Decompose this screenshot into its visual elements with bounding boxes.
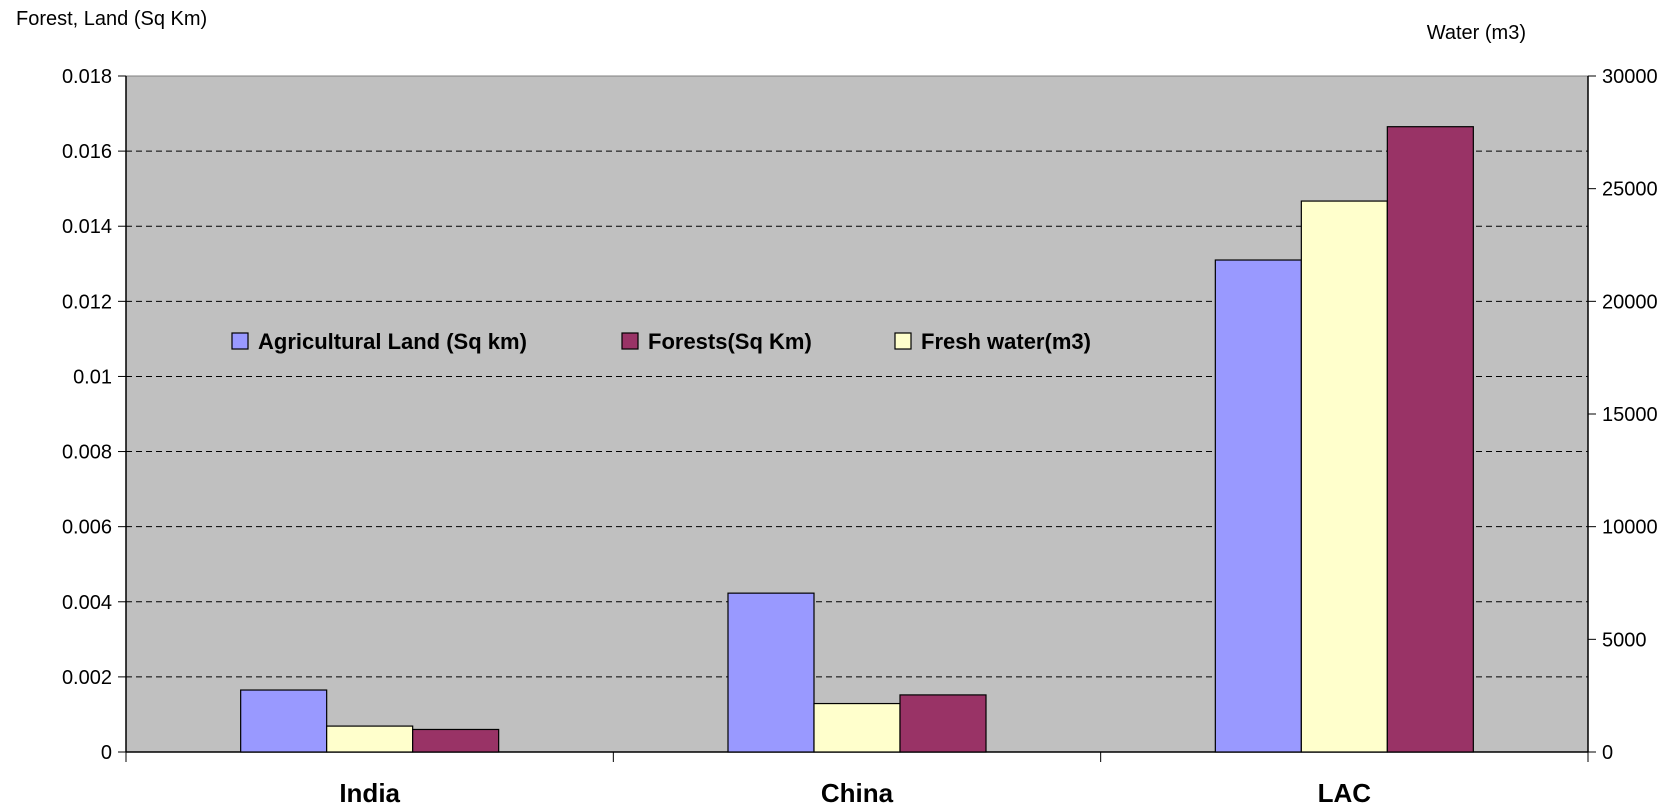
y-tick-label: 0.004: [62, 592, 112, 614]
legend-swatch: [621, 332, 639, 350]
y2-tick-label: 20000: [1602, 291, 1658, 313]
y-axis-title: Forest, Land (Sq Km): [16, 8, 208, 30]
bar: [1386, 126, 1474, 753]
y-tick-label: 0.002: [62, 667, 112, 689]
legend-swatch: [894, 332, 912, 350]
legend-label: Agricultural Land (Sq km): [258, 329, 527, 354]
y2-tick-label: 0: [1602, 742, 1613, 764]
secondary-y-axis-title: Water (m3): [1426, 22, 1526, 44]
x-category-label: India: [339, 778, 400, 808]
y-tick-label: 0.01: [73, 366, 112, 388]
y-tick-label: 0.012: [62, 291, 112, 313]
bar: [813, 702, 901, 753]
bar: [412, 728, 500, 753]
legend-swatch: [231, 332, 249, 350]
y-tick-label: 0: [101, 742, 112, 764]
y2-tick-label: 15000: [1602, 404, 1658, 426]
bar: [326, 725, 414, 753]
bar: [1300, 200, 1388, 753]
bar: [1214, 259, 1302, 753]
y-tick-label: 0.006: [62, 517, 112, 539]
bar: [899, 694, 987, 753]
bar: [240, 689, 328, 753]
y-tick-label: 0.018: [62, 66, 112, 88]
bar: [727, 592, 815, 753]
x-category-label: LAC: [1318, 778, 1372, 808]
x-category-label: China: [821, 778, 894, 808]
y2-tick-label: 5000: [1602, 629, 1647, 651]
y2-tick-label: 25000: [1602, 179, 1658, 201]
legend-label: Fresh water(m3): [921, 329, 1091, 354]
y2-tick-label: 10000: [1602, 517, 1658, 539]
y2-tick-label: 30000: [1602, 66, 1658, 88]
y-tick-label: 0.008: [62, 442, 112, 464]
y-tick-label: 0.014: [62, 216, 112, 238]
legend-label: Forests(Sq Km): [648, 329, 812, 354]
y-tick-label: 0.016: [62, 141, 112, 163]
